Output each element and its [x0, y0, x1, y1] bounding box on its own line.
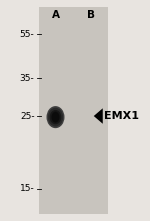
Text: 15-: 15- [20, 185, 34, 193]
Polygon shape [94, 108, 103, 124]
Text: 25-: 25- [20, 112, 34, 120]
Text: 55-: 55- [20, 30, 34, 39]
FancyBboxPatch shape [39, 7, 108, 214]
Ellipse shape [51, 112, 60, 123]
Text: 35-: 35- [20, 74, 34, 83]
Text: EMX1: EMX1 [104, 111, 139, 121]
Ellipse shape [50, 110, 61, 124]
Ellipse shape [48, 108, 63, 126]
Text: B: B [87, 10, 96, 20]
Ellipse shape [46, 106, 64, 128]
Text: A: A [51, 10, 60, 20]
